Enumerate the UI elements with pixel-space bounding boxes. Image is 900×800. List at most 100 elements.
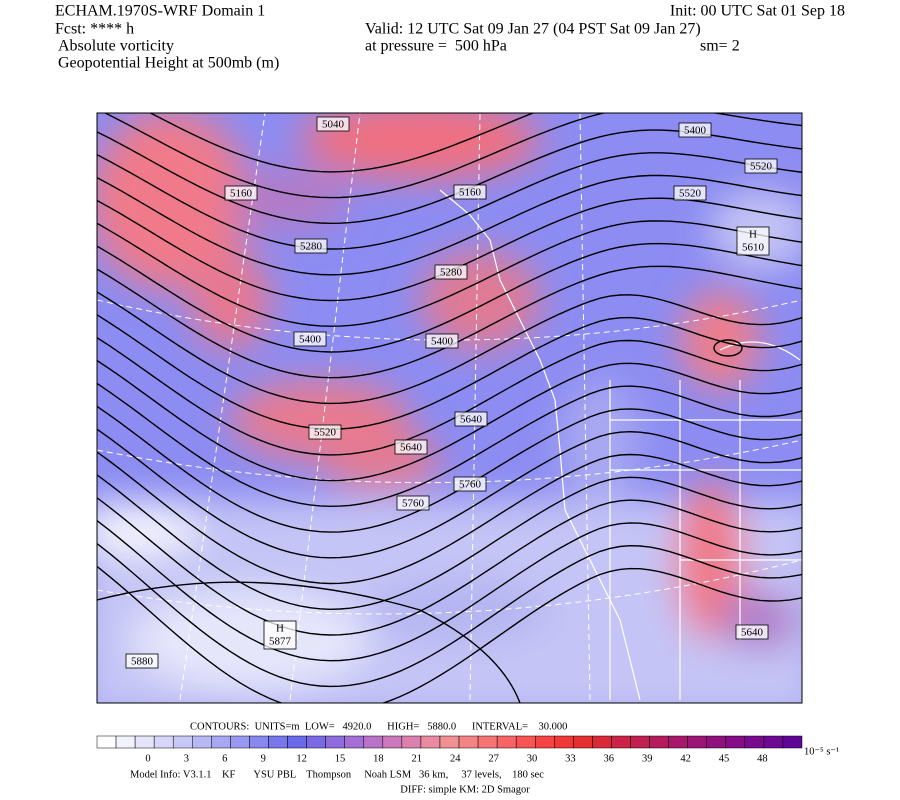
colorbar-cell [249, 735, 269, 749]
label-box [425, 333, 459, 349]
colorbar-label: 27 [488, 753, 499, 764]
colorbar-cell [782, 735, 803, 749]
colorbar-cell [401, 735, 422, 749]
colorbar-cell [763, 735, 784, 749]
colorbar-cell [725, 735, 746, 749]
label-box [294, 238, 328, 254]
colorbar-cell [649, 735, 669, 749]
contour-line [97, 152, 802, 250]
contour-line [149, 113, 536, 173]
contour-line [97, 405, 802, 533]
colorbar-cell [172, 735, 193, 749]
coastline [439, 189, 802, 701]
contour-label: 5160 [459, 187, 482, 199]
label-box [744, 158, 778, 174]
high-value: 5877 [269, 636, 292, 648]
label-box [678, 122, 712, 138]
colorbar-cell [496, 735, 517, 749]
contour-line [97, 242, 802, 353]
label-box [293, 331, 327, 347]
contour-label: 5280 [440, 267, 463, 279]
contours-info: CONTOURS: UNITS=m LOW= 4920.0 HIGH= 5880… [190, 721, 567, 732]
colorbar-label: 45 [719, 753, 730, 764]
colorbar-label: 36 [604, 753, 615, 764]
contour-line [97, 382, 802, 508]
colorbar-cell [230, 735, 250, 749]
colorbar-label: 30 [527, 753, 538, 764]
contour-line [97, 474, 802, 611]
colorbar-cell [96, 735, 117, 749]
colorbar-cell [439, 735, 460, 749]
colorbar-cell [192, 735, 212, 749]
label-box [434, 264, 468, 280]
contour-label: 5640 [741, 627, 764, 639]
contour-label: 5040 [322, 119, 345, 131]
colorbar-cell [515, 735, 536, 749]
contour-line [713, 339, 743, 357]
colorbar-label: 18 [373, 753, 384, 764]
diff-info: DIFF: simple KM: 2D Smagor [400, 784, 530, 795]
label-box [673, 185, 707, 201]
colorbar-units: 10⁻⁵ s⁻¹ [804, 746, 839, 757]
model-title: ECHAM.1970S-WRF Domain 1 [55, 3, 265, 20]
colorbar-cell [554, 735, 574, 749]
contour-line [97, 174, 802, 276]
contour-label: 5880 [131, 656, 154, 668]
contour-line [97, 220, 802, 327]
colorbar-cell [211, 735, 231, 749]
contour-label: 5400 [299, 334, 322, 346]
field-name: Geopotential Height at 500mb (m) [58, 55, 279, 72]
contour-labels: 5040 5160 5160 5280 5280 5400 5400 5520 5640 5640… [125, 116, 778, 669]
high-symbol: H [749, 229, 757, 241]
label-box [394, 439, 428, 455]
colorbar-cell [573, 735, 593, 749]
contour-line [97, 496, 802, 636]
colorbar-cell [325, 735, 345, 749]
contour-label: 5400 [431, 336, 454, 348]
colorbar-cell [534, 735, 555, 749]
label-box [454, 411, 488, 427]
map [97, 113, 802, 703]
contour-line [97, 542, 802, 688]
colorbar-cell [592, 735, 612, 749]
high-symbol: H [276, 623, 284, 635]
colorbar-label: 42 [680, 753, 691, 764]
label-box [396, 495, 430, 511]
contour-label: 5400 [684, 125, 707, 137]
colorbar-cell [344, 735, 365, 749]
contour-line [97, 314, 802, 430]
contour-label: 5760 [402, 498, 425, 510]
contour-label: 5760 [459, 479, 482, 491]
colorbar-cell [287, 735, 307, 749]
contour-label: 5280 [300, 241, 323, 253]
map-frame [96, 112, 803, 704]
contour-label: 5160 [230, 188, 253, 200]
colorbar-cell [706, 735, 727, 749]
contour-line [97, 451, 802, 585]
colorbar-label: 21 [412, 753, 423, 764]
colorbar-cell [363, 735, 384, 749]
colorbar-label: 3 [184, 753, 189, 764]
colorbar-label: 48 [757, 753, 768, 764]
contour-line [97, 565, 802, 703]
contour-line [103, 113, 802, 199]
model-info: Model Info: V3.1.1 KF YSU PBL Thompson N… [130, 769, 544, 780]
label-box [453, 476, 487, 492]
contour-line [97, 519, 802, 662]
contour-line [97, 336, 802, 456]
colorbar-cell [611, 735, 631, 749]
label-box [736, 226, 770, 256]
label-box [316, 116, 350, 132]
forecast: Fcst: **** h [55, 21, 134, 38]
colorbar-cell [744, 735, 765, 749]
colorbar-cell [630, 735, 650, 749]
contour-line [97, 428, 802, 559]
colorbar-cell [306, 735, 326, 749]
label-box [263, 620, 297, 650]
colorbar-cell [153, 735, 174, 749]
contour-label: 5640 [460, 414, 483, 426]
colorbar-cell [477, 735, 498, 749]
colorbar-cell [268, 735, 288, 749]
colorbar-cell [458, 735, 479, 749]
